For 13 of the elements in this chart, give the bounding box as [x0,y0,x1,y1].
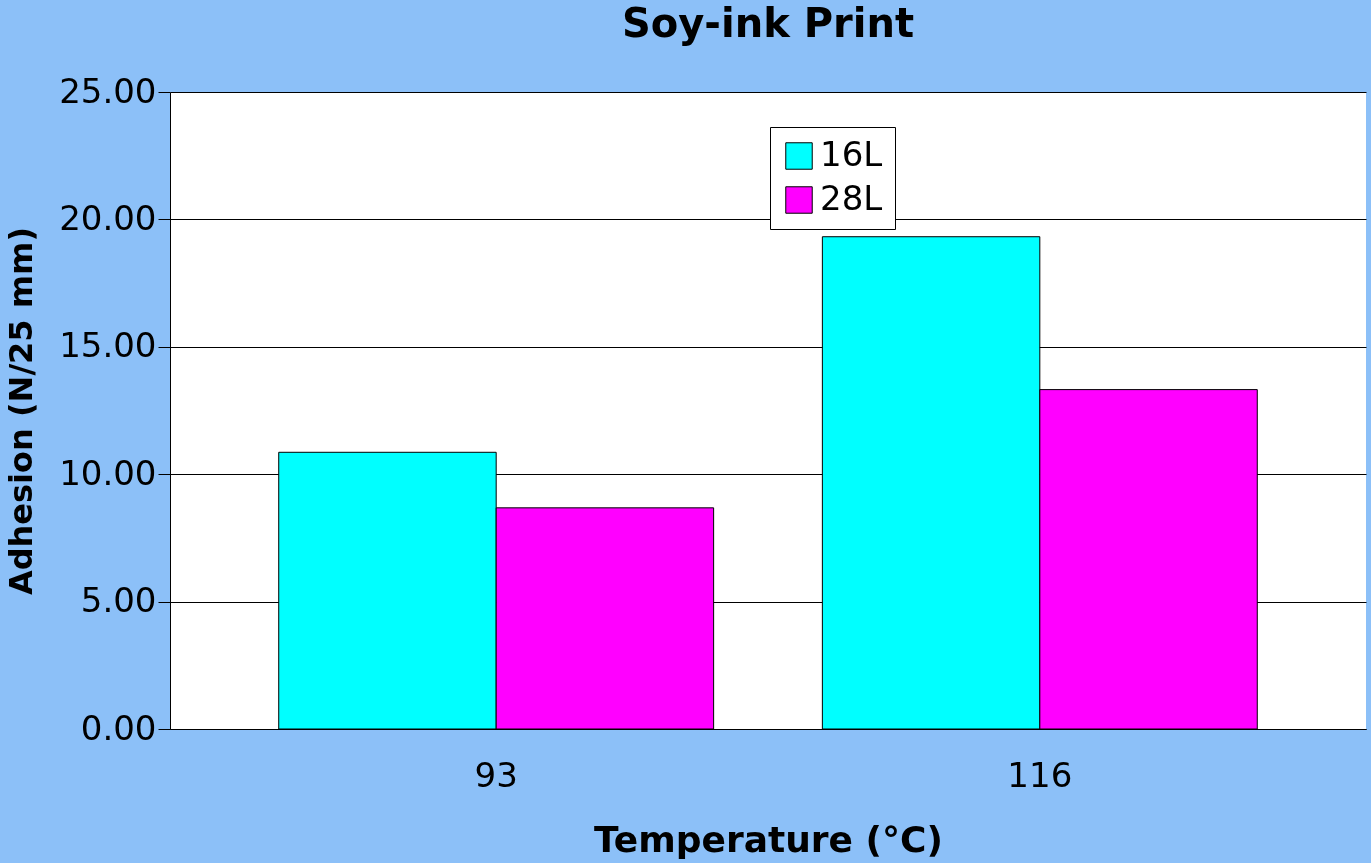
legend-label: 28L [820,178,883,218]
chart-title: Soy-ink Print [621,0,915,46]
x-tick-label: 116 [1007,754,1073,795]
y-tick-label: 10.00 [59,452,157,493]
y-tick-label: 0.00 [80,707,157,748]
legend-label: 16L [820,134,883,174]
y-tick-label: 15.00 [59,325,157,366]
y-tick-label: 25.00 [59,70,157,111]
y-tick-label: 20.00 [59,197,157,238]
y-axis-title: Adhesion (N/25 mm) [2,226,41,596]
y-tick-label: 5.00 [80,580,157,621]
x-axis-title: Temperature (°C) [594,818,943,860]
x-tick-label: 93 [474,754,518,795]
